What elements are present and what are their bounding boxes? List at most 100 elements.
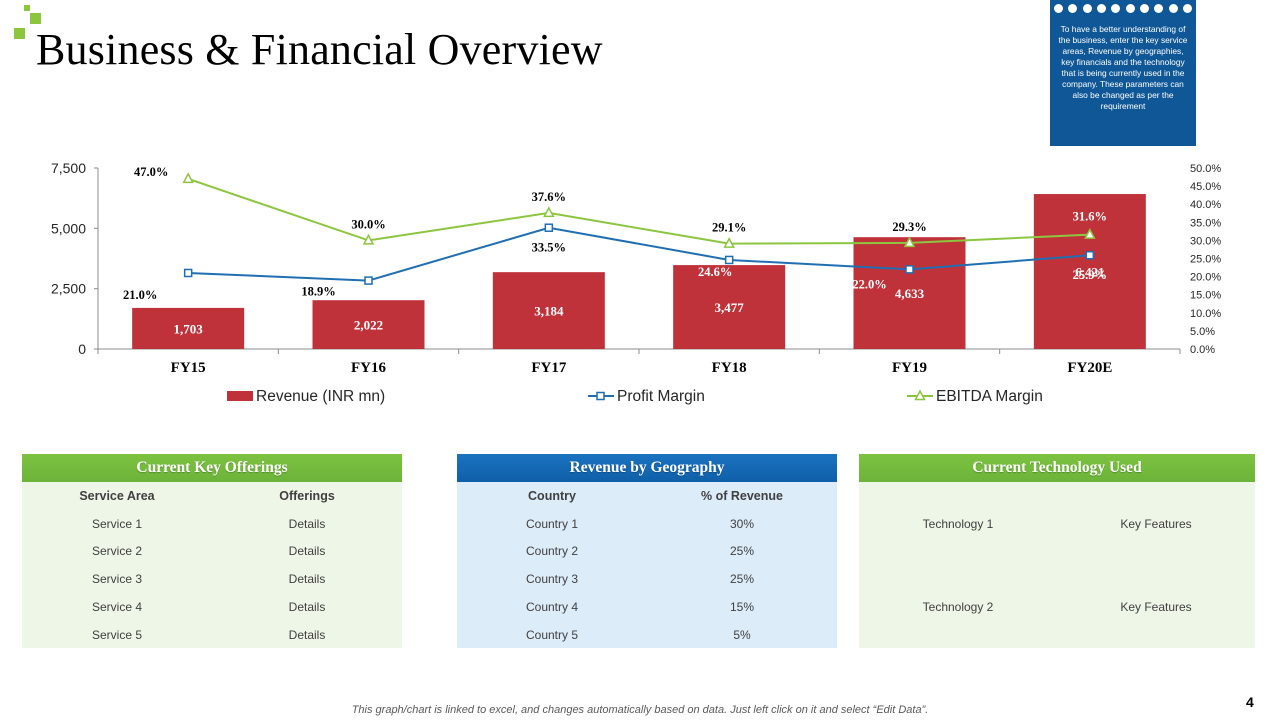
table-row: Service 3 Details [22,565,402,593]
revenue-geography-title: Revenue by Geography [457,454,837,482]
table-cell: 15% [729,600,755,615]
ebitda-margin-point [362,233,375,245]
profit-margin-label: 33.5% [532,241,566,255]
x-tick-label: FY17 [531,360,566,376]
table-row: Service 5 Details [22,621,402,649]
table-row: Service 1 Details [22,510,402,538]
y-right-tick-label: 10.0% [1190,308,1221,320]
profit-margin-label: 22.0% [852,277,886,291]
x-tick-label: FY19 [892,360,927,376]
revenue-bar [492,272,605,349]
y-right-tick-label: 40.0% [1190,199,1221,211]
y-right-tick-label: 5.0% [1190,326,1215,338]
y-right-tick-label: 25.0% [1190,254,1221,266]
revenue-bar [673,265,786,349]
table-cell: Details [288,544,326,559]
y-right-tick-label: 45.0% [1190,181,1221,193]
table-cell: Key Features [1120,600,1192,615]
ebitda-margin-line [187,177,1090,245]
profit-margin-line [188,226,1090,282]
ebitda-margin-label: 30.0% [351,217,385,231]
key-offerings-table: Current Key Offerings Service Area Offer… [22,454,402,648]
legend-revenue-swatch [227,391,253,401]
table-cell: Details [288,627,326,642]
y-left-tick-label: 0 [78,341,86,357]
column-header: % of Revenue [701,488,783,503]
instruction-note: To have a better understanding of the bu… [1050,0,1196,146]
table-cell: Country 2 [525,544,579,559]
legend-revenue-label: Revenue (INR mn) [256,388,385,405]
chart-axes: 0 2,500 5,000 7,500 0.0% 5.0% 10.0% 15.0% 20.0% 2… [51,160,1221,376]
profit-margin-point [1085,250,1095,260]
profit-margin-label: 24.6% [698,265,732,279]
page-title: Business & Financial Overview [36,25,603,74]
table-cell: Country 5 [525,627,579,642]
revenue-bar [312,300,425,349]
revenue-margin-chart[interactable]: 0 2,500 5,000 7,500 0.0% 5.0% 10.0% 15.0% 20.0% 2… [0,150,1280,415]
table-cell: Service 3 [91,572,143,587]
table-row: Technology 1 Key Features [859,510,1255,538]
data-labels: 1,703 2,022 3,184 3,477 4,633 6,421 21.0% 18.9%… [123,165,1107,337]
profit-margin-point [724,255,734,265]
revenue-bar [1033,194,1146,349]
table-row: Country 4 15% [457,593,837,621]
table-row: Country 3 25% [457,565,837,593]
profit-margin-label: 21.0% [123,288,157,302]
legend-ebitda-label: EBITDA Margin [936,388,1043,405]
profit-margin-point [905,265,914,274]
table-row: Country 2 25% [457,538,837,566]
revenue-value-label: 4,633 [895,286,925,301]
x-tick-label: FY20E [1067,360,1112,376]
table-row: Country 1 30% [457,510,837,538]
ebitda-margin-label: 31.6% [1073,210,1107,224]
revenue-value-label: 3,184 [534,304,564,319]
footer-note: This graph/chart is linked to excel, and… [351,704,929,716]
profit-margin-label: 18.9% [301,285,335,299]
profit-margin-point [183,268,193,278]
table-cell: 25% [729,572,755,587]
x-tick-label: FY16 [351,360,386,376]
technology-table: Current Technology Used Technology 1 Key … [859,454,1255,648]
ebitda-margin-label: 29.1% [712,221,746,235]
profit-margin-label: 25.9% [1073,268,1107,282]
revenue-value-label: 6,421 [1075,265,1104,280]
table-cell: Service 4 [91,600,143,615]
x-tick-label: FY15 [171,360,206,376]
column-header: Service Area [79,488,155,503]
y-right-tick-label: 15.0% [1190,290,1221,302]
margin-lines [182,172,1096,285]
corner-square-tiny [24,5,30,11]
legend-profit-label: Profit Margin [617,388,705,405]
legend-profit-marker [596,391,605,401]
y-right-tick-label: 20.0% [1190,272,1221,284]
table-cell: Country 1 [525,516,579,531]
y-right-tick-label: 50.0% [1190,163,1221,175]
ebitda-margin-label: 37.6% [532,190,566,204]
table-cell: Technology 1 [922,516,994,531]
y-left-tick-label: 7,500 [51,160,86,176]
profit-margin-point [364,276,373,285]
technology-title: Current Technology Used [859,454,1255,482]
profit-margin-point [544,223,554,232]
column-header: Offerings [279,488,335,503]
revenue-bars [132,194,1146,349]
ebitda-margin-point [543,206,555,218]
table-cell: Service 2 [91,544,143,559]
revenue-bar [853,237,966,349]
legend-ebitda-marker [914,389,926,401]
table-cell: Details [288,600,326,615]
page-number: 4 [1246,694,1254,710]
table-cell: 30% [729,516,755,531]
chart-legend: Revenue (INR mn) Profit Margin EBITDA Marg… [227,388,1043,405]
ebitda-margin-label: 29.3% [892,220,926,234]
ebitda-margin-point [1084,228,1096,239]
y-left-tick-label: 2,500 [51,281,86,297]
table-cell: Details [288,572,326,587]
corner-square-small [30,13,41,24]
ebitda-margin-point [182,172,194,184]
column-header: Country [528,488,576,503]
table-cell: Technology 2 [922,600,994,615]
table-cell: Service 5 [91,627,143,642]
revenue-geography-table: Revenue by Geography Country % of Revenu… [457,454,837,648]
table-cell: Country 3 [525,572,579,587]
